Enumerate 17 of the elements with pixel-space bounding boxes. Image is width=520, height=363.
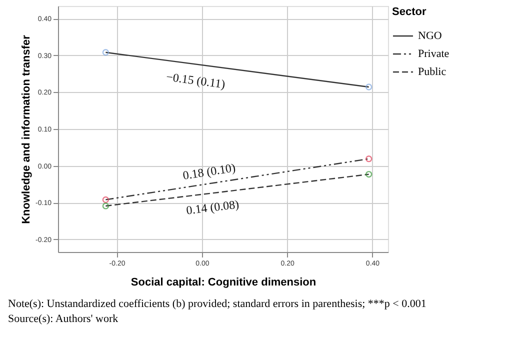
legend-label: Public xyxy=(418,66,446,78)
point xyxy=(366,84,372,90)
legend-label: NGO xyxy=(418,30,442,42)
point xyxy=(366,155,372,162)
annotation: 0.14 (0.08) xyxy=(185,197,240,218)
text: Note(s): Unstandardized coefficients (b) provided; standard errors in parenthesis; ***p < 0.001 xyxy=(8,298,426,310)
source-note: Source(s): Authors' work xyxy=(8,313,119,325)
legend-title: Sector xyxy=(392,6,427,18)
point xyxy=(102,196,110,204)
point xyxy=(102,202,110,210)
legend-label: Private xyxy=(418,48,450,60)
annotation: −0.15 (0.11) xyxy=(165,70,226,92)
point xyxy=(366,170,372,178)
annotation: 0.18 (0.10) xyxy=(182,160,236,182)
y-axis-title: Knowledge and information transfer xyxy=(20,34,33,224)
point xyxy=(102,49,110,56)
x-axis-title: Social capital: Cognitive dimension xyxy=(130,276,316,288)
